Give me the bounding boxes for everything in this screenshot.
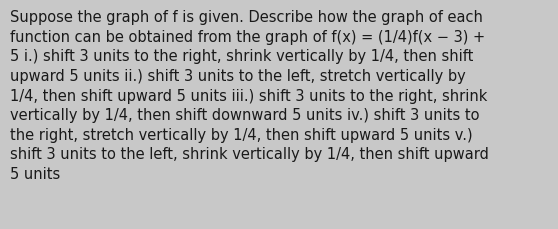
Text: Suppose the graph of f is given. Describe how the graph of each
function can be : Suppose the graph of f is given. Describ… (10, 10, 489, 181)
